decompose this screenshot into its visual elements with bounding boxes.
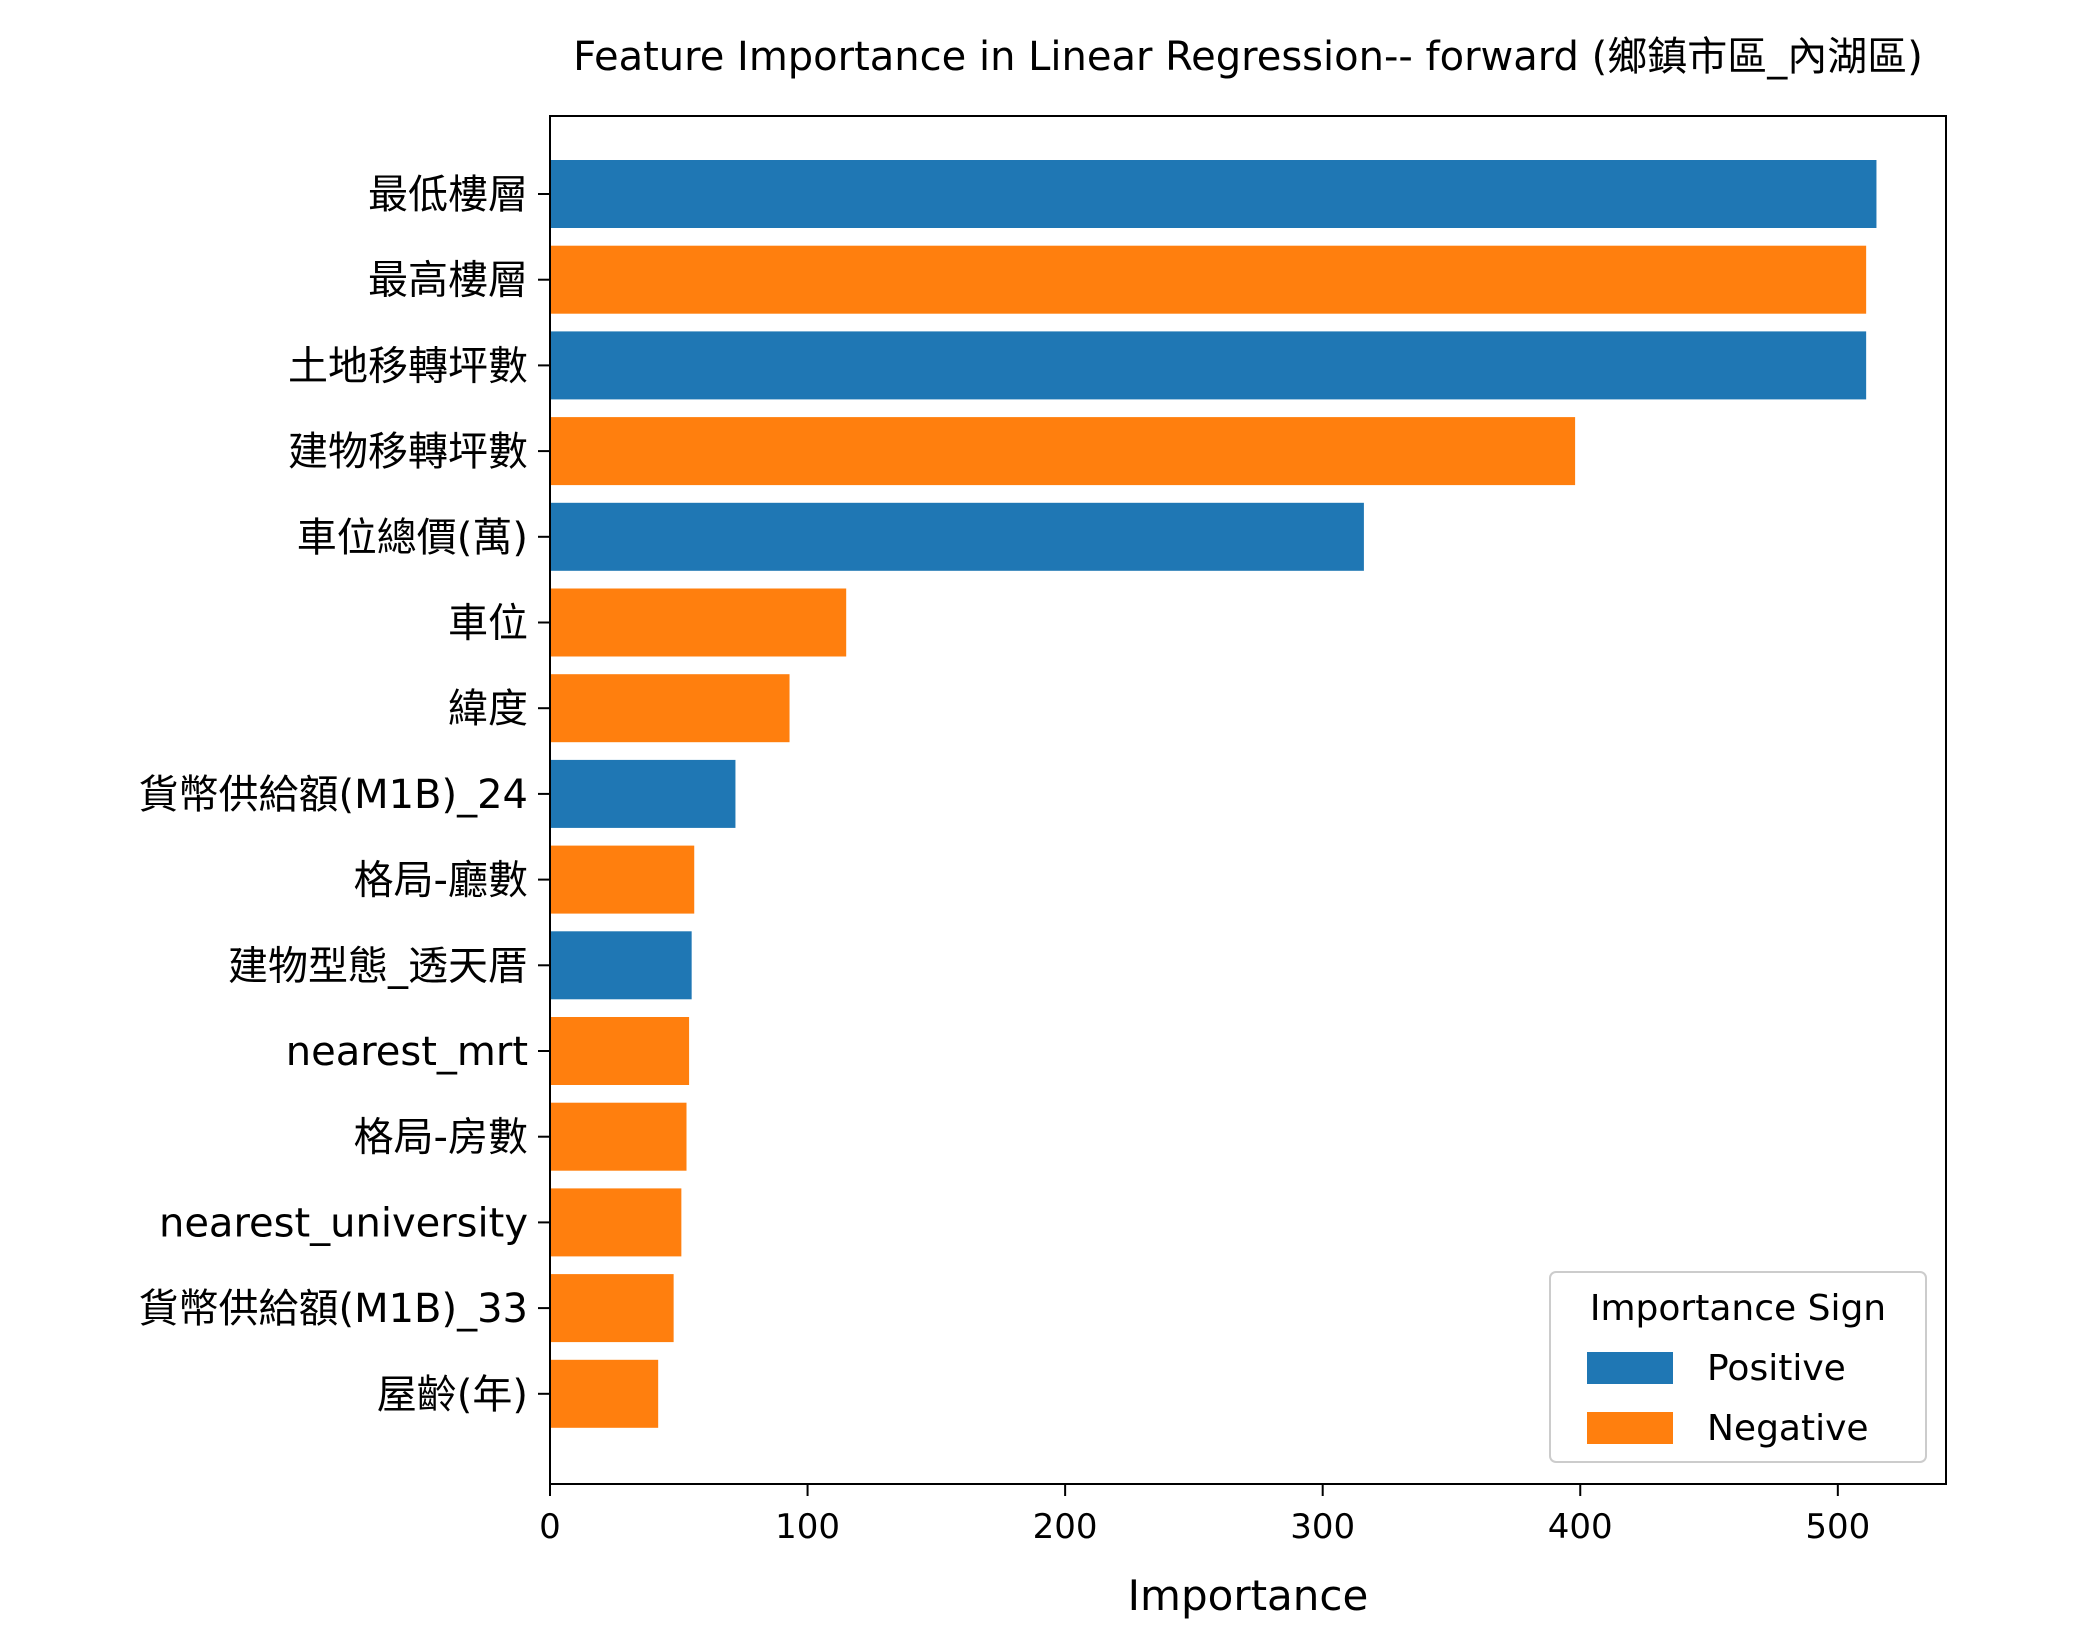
y-tick-label-12: nearest_university	[159, 1200, 528, 1246]
y-tick-label-13: 貨幣供給額(M1B)_33	[138, 1286, 528, 1332]
x-axis-ticks: 0 100 200 300 400 500	[539, 1484, 1870, 1547]
y-tick-label-6: 緯度	[448, 686, 528, 732]
y-tick-label-4: 車位總價(萬)	[297, 515, 528, 561]
plot-frame	[549, 115, 1947, 1485]
bar-14	[550, 1359, 659, 1428]
bar-4	[550, 502, 1364, 571]
x-tick-label-0: 0	[539, 1507, 561, 1547]
y-tick-label-14: 屋齡(年)	[377, 1372, 528, 1418]
x-axis-label: Importance	[1128, 1571, 1369, 1620]
bar-2	[550, 331, 1867, 400]
bar-8	[550, 845, 695, 914]
y-tick-label-3: 建物移轉坪數	[288, 429, 528, 475]
y-tick-label-9: 建物型態_透天厝	[228, 943, 528, 989]
bar-9	[550, 931, 692, 1000]
bar-13	[550, 1274, 674, 1343]
y-tick-label-5: 車位	[448, 601, 528, 647]
chart-title: Feature Importance in Linear Regression-…	[573, 34, 1923, 80]
bar-6	[550, 674, 790, 743]
legend-title: Importance Sign	[1590, 1288, 1886, 1329]
bar-5	[550, 588, 847, 657]
legend-label-negative: Negative	[1707, 1408, 1869, 1449]
x-tick-label-1: 100	[775, 1507, 840, 1547]
bar-1	[550, 245, 1867, 314]
x-tick-label-5: 500	[1805, 1507, 1870, 1547]
x-tick-label-4: 400	[1548, 1507, 1613, 1547]
legend-swatch-negative	[1587, 1412, 1673, 1444]
legend-swatch-positive	[1587, 1352, 1673, 1384]
x-tick-label-2: 200	[1033, 1507, 1098, 1547]
y-tick-label-0: 最低樓層	[368, 172, 528, 218]
y-tick-label-8: 格局-廳數	[354, 858, 528, 904]
bar-3	[550, 417, 1576, 486]
y-tick-label-2: 土地移轉坪數	[288, 343, 528, 389]
bar-12	[550, 1188, 682, 1257]
y-tick-label-1: 最高樓層	[368, 258, 528, 304]
bar-0	[550, 160, 1877, 228]
bar-10	[550, 1017, 690, 1085]
legend: Importance Sign Positive Negative	[1549, 1271, 1927, 1463]
bars-group	[550, 160, 1877, 1428]
x-tick-label-3: 300	[1290, 1507, 1355, 1547]
bar-7	[550, 759, 736, 828]
bar-11	[550, 1102, 687, 1171]
y-tick-label-10: nearest_mrt	[286, 1029, 528, 1075]
legend-label-positive: Positive	[1707, 1348, 1846, 1389]
y-tick-label-7: 貨幣供給額(M1B)_24	[138, 772, 528, 818]
y-tick-label-11: 格局-房數	[354, 1115, 528, 1161]
